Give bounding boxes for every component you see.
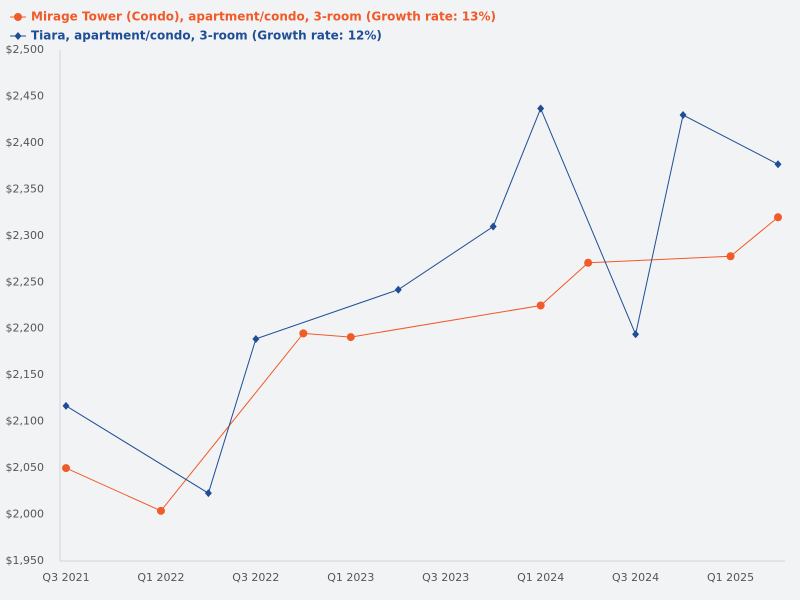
x-tick-label: Q1 2025 [707, 571, 754, 584]
y-tick-label: $2,350 [6, 182, 45, 195]
point [62, 464, 70, 473]
point [679, 111, 687, 120]
point [536, 301, 545, 310]
point [632, 330, 640, 339]
x-tick-label: Q3 2021 [42, 571, 89, 584]
x-tick-label: Q3 2023 [422, 571, 469, 584]
series-line [65, 216, 779, 512]
point [204, 489, 212, 498]
point [299, 329, 308, 338]
y-tick-label: $1,950 [6, 554, 45, 567]
x-tick-label: Q3 2024 [612, 571, 659, 584]
y-tick-label: $2,200 [6, 322, 45, 335]
x-tick-label: Q1 2022 [137, 571, 184, 584]
y-tick-label: $2,500 [6, 43, 45, 56]
legend-label: Tiara, apartment/condo, 3-room (Growth r… [31, 29, 382, 43]
x-tick-label: Q1 2023 [327, 571, 374, 584]
y-tick-label: $2,300 [6, 229, 45, 242]
legend-marker [14, 13, 22, 21]
legend-label: Mirage Tower (Condo), apartment/condo, 3… [31, 10, 496, 24]
y-tick-label: $2,000 [6, 508, 45, 521]
point [346, 333, 355, 342]
point [537, 104, 545, 113]
y-tick-label: $2,250 [6, 275, 45, 288]
x-tick-label: Q3 2022 [232, 571, 279, 584]
point [62, 401, 70, 410]
point [726, 252, 735, 261]
point [156, 506, 165, 515]
x-tick-label: Q1 2024 [517, 571, 564, 584]
point [774, 160, 782, 169]
point [774, 213, 782, 222]
point [394, 285, 402, 294]
point [252, 334, 260, 343]
y-tick-label: $2,450 [6, 89, 45, 102]
y-tick-label: $2,400 [6, 136, 45, 149]
point [489, 222, 497, 231]
y-tick-label: $2,050 [6, 461, 45, 474]
y-tick-label: $2,100 [6, 415, 45, 428]
point [584, 258, 593, 267]
y-tick-label: $2,150 [6, 368, 45, 381]
legend-marker [14, 32, 22, 40]
series-line [65, 107, 779, 494]
